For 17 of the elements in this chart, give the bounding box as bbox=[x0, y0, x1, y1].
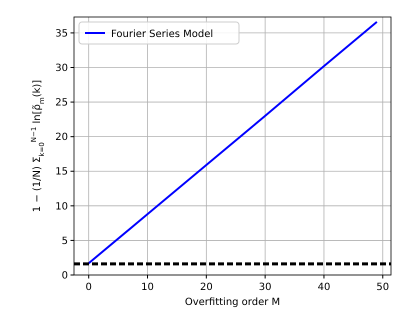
y-tick-label: 0 bbox=[62, 270, 68, 282]
x-axis-title: Overfitting order M bbox=[184, 297, 280, 308]
x-tick-label: 20 bbox=[200, 282, 213, 293]
y-tick-label: 15 bbox=[55, 166, 68, 178]
y-tick-label: 20 bbox=[55, 132, 68, 144]
x-tick-label: 0 bbox=[86, 282, 92, 293]
y-tick-label: 30 bbox=[55, 62, 68, 74]
x-tick-label: 30 bbox=[258, 282, 272, 293]
line-series bbox=[88, 20, 378, 264]
x-tick-label: 50 bbox=[376, 282, 390, 293]
x-tick-label: 40 bbox=[318, 282, 330, 293]
legend-label: Fourier Series Model bbox=[111, 29, 214, 40]
y-tick-label: 10 bbox=[55, 201, 68, 212]
y-tick-label: 35 bbox=[55, 28, 68, 40]
x-tick-label: 10 bbox=[141, 282, 154, 293]
y-tick-label: 5 bbox=[62, 236, 68, 247]
y-tick-label: 25 bbox=[55, 98, 68, 109]
